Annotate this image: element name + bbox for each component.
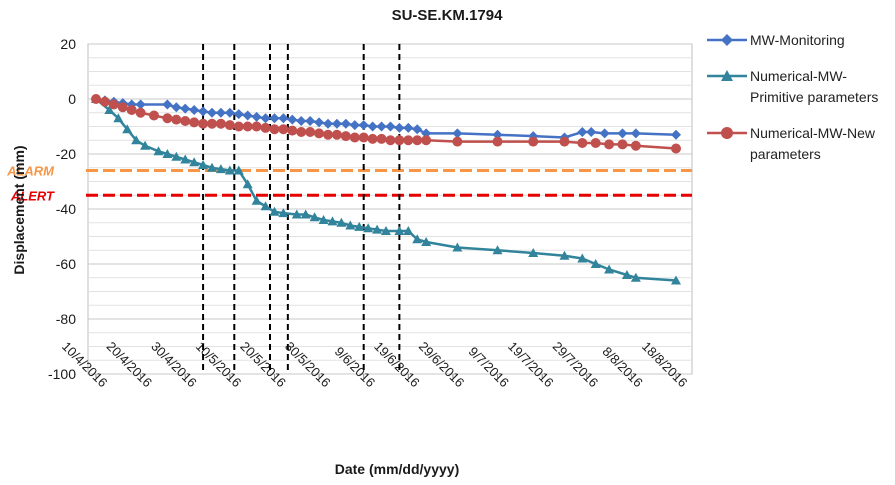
data-point [243,122,253,132]
data-point [216,119,226,129]
data-point [332,130,342,140]
legend-diamond-marker-icon [706,30,748,50]
legend-item-new-parameters: Numerical-MW-New parameters [706,123,892,165]
legend-triangle-marker-icon [706,66,748,86]
data-point [118,102,128,112]
data-point [359,133,369,143]
legend-label: MW-Monitoring [750,30,892,51]
y-tick-label: -60 [56,256,76,272]
data-point [261,123,271,133]
data-point [91,94,101,104]
data-point [127,105,137,115]
legend-label: Numerical-MW-New parameters [750,123,892,165]
data-point [368,134,378,144]
data-point [341,131,351,141]
data-point [452,137,462,147]
data-point [528,137,538,147]
legend-item-primitive-parameters: Numerical-MW-Primitive parameters [706,66,892,108]
y-tick-label: 20 [60,36,76,52]
data-point [421,135,431,145]
legend-label: Numerical-MW-Primitive parameters [750,66,892,108]
y-tick-label: -20 [56,146,76,162]
data-point [403,135,413,145]
x-axis-label: Date (mm/dd/yyyy) [335,461,459,477]
y-tick-label: -100 [48,366,76,382]
data-point [100,97,110,107]
data-point [171,115,181,125]
data-point [287,126,297,136]
data-point [493,137,503,147]
y-axis-label: Displacement (mm) [11,145,27,274]
chart-legend: MW-Monitoring Numerical-MW-Primitive par… [706,30,892,180]
data-point [577,138,587,148]
data-point [269,124,279,134]
data-point [225,120,235,130]
data-point [162,113,172,123]
data-point [377,134,387,144]
data-point [305,127,315,137]
data-point [394,135,404,145]
data-point [198,119,208,129]
y-tick-label: 0 [68,91,76,107]
data-point [559,137,569,147]
data-point [604,139,614,149]
data-point [234,122,244,132]
legend-circle-marker-icon [706,123,748,143]
data-point [671,144,681,154]
data-point [631,141,641,151]
data-point [323,130,333,140]
data-point [149,111,159,121]
data-point [180,116,190,126]
data-point [591,138,601,148]
data-point [314,128,324,138]
y-tick-label: -40 [56,201,76,217]
data-point [109,100,119,110]
data-point [189,117,199,127]
data-point [296,127,306,137]
chart-title: SU-SE.KM.1794 [392,7,504,24]
data-point [207,119,217,129]
data-point [412,135,422,145]
data-point [617,139,627,149]
data-point [385,135,395,145]
data-point [252,122,262,132]
data-point [136,108,146,118]
data-point [350,133,360,143]
y-tick-label: -80 [56,311,76,327]
data-point [278,124,288,134]
legend-item-mw-monitoring: MW-Monitoring [706,30,892,51]
